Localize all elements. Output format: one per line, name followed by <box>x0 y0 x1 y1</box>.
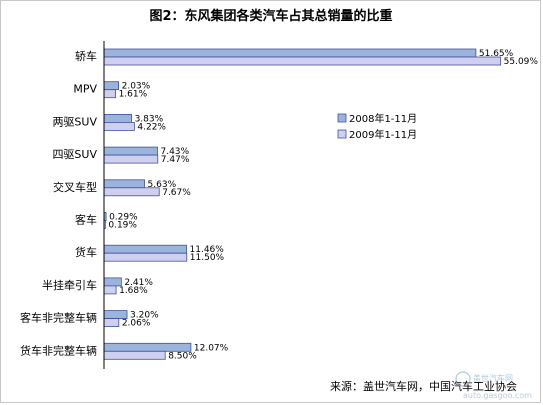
data-label: 2.03% <box>122 82 151 92</box>
category-label: 两驱SUV <box>52 115 97 128</box>
legend-swatch-2009 <box>337 129 347 139</box>
bar-2009 <box>103 285 117 295</box>
bar-2008 <box>103 179 145 189</box>
data-label: 2.06% <box>122 319 151 329</box>
legend-swatch-2008 <box>337 113 347 123</box>
category-label: 客车 <box>75 213 97 227</box>
data-label: 7.43% <box>160 147 189 157</box>
data-label: 55.09% <box>504 57 539 67</box>
category-label: 交叉车型 <box>53 180 97 194</box>
data-label: 4.22% <box>137 122 166 132</box>
data-label: 2.41% <box>124 278 153 288</box>
data-label: 7.47% <box>161 155 190 165</box>
data-label: 0.29% <box>109 213 138 223</box>
bar-2009 <box>103 89 116 99</box>
data-label: 3.20% <box>130 311 159 321</box>
category-label: 货车非完整车辆 <box>20 343 97 357</box>
category-label: 四驱SUV <box>52 148 97 161</box>
category-label: 货车 <box>75 245 97 259</box>
chart-title: 图2：东风集团各类汽车占其总销量的比重 <box>149 8 392 24</box>
bar-2008 <box>103 310 128 320</box>
data-label: 5.63% <box>148 180 177 190</box>
source-note: 来源：盖世汽车网，中国汽车工业协会 <box>330 379 517 393</box>
data-label: 7.67% <box>162 188 191 198</box>
bar-2008 <box>103 277 122 287</box>
data-label: 1.61% <box>119 90 148 100</box>
bar-2008 <box>103 48 477 58</box>
bar-2008 <box>103 81 120 91</box>
data-label: 12.07% <box>194 343 229 353</box>
bar-2008 <box>103 342 192 352</box>
bar-2009 <box>103 56 502 66</box>
data-label: 11.46% <box>190 245 225 255</box>
category-label: 客车非完整车辆 <box>20 311 97 325</box>
plot-area: 轿车 51.65%55.09% MPV 2.03%1.61% 两驱SUV 3.83%4.2… <box>20 48 539 361</box>
category-label: 轿车 <box>75 49 97 63</box>
data-label: 11.50% <box>190 253 225 263</box>
category-label: 半挂牵引车 <box>42 278 97 292</box>
watermark-logo: 盖世汽车网 auto.gasgoo.com <box>455 371 532 400</box>
svg-text:auto.gasgoo.com: auto.gasgoo.com <box>463 391 532 400</box>
legend: 2008年1-11月 2009年1-11月 <box>337 112 417 141</box>
bar-2008 <box>103 244 187 254</box>
bar-2009 <box>103 350 166 360</box>
svg-text:盖世汽车网: 盖世汽车网 <box>473 373 513 383</box>
category-label: MPV <box>73 83 97 96</box>
legend-label-2009: 2009年1-11月 <box>349 128 417 141</box>
bar-2009 <box>103 122 135 131</box>
bar-2008 <box>103 114 132 123</box>
data-label: 1.68% <box>119 286 148 296</box>
bar-2008 <box>103 146 158 156</box>
data-label: 8.50% <box>168 351 197 361</box>
data-label: 3.83% <box>135 114 164 124</box>
bar-2009 <box>103 187 160 197</box>
data-label: 0.19% <box>108 221 137 231</box>
bar-2009 <box>103 252 188 262</box>
legend-label-2008: 2008年1-11月 <box>349 112 417 125</box>
bar-2009 <box>103 154 159 164</box>
bar-2009 <box>103 318 120 328</box>
data-label: 51.65% <box>479 49 514 59</box>
